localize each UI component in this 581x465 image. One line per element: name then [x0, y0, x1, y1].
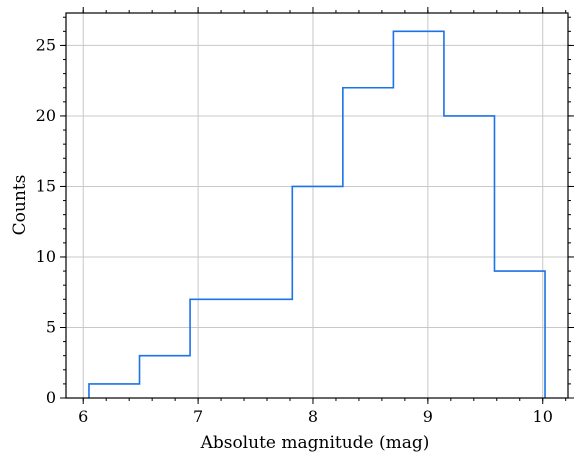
grid-lines — [66, 13, 568, 399]
x-tick-labels: 6 7 8 9 10 — [78, 407, 553, 426]
x-tick-label: 6 — [78, 407, 88, 426]
y-tick-label: 0 — [46, 388, 56, 407]
x-tick-label: 8 — [308, 407, 318, 426]
y-tick-label: 15 — [36, 176, 56, 195]
histogram-series-line — [88, 30, 546, 398]
x-axis-label: Absolute magnitude (mag) — [200, 433, 430, 453]
x-tick-label: 9 — [423, 407, 433, 426]
y-tick-label: 25 — [36, 35, 56, 54]
axis-ticks — [60, 7, 574, 404]
x-tick-label: 10 — [533, 407, 553, 426]
y-tick-label: 20 — [36, 106, 56, 125]
y-tick-labels: 0 5 10 15 20 25 — [36, 35, 56, 407]
x-tick-label: 7 — [193, 407, 203, 426]
plot-frame — [65, 12, 569, 399]
y-axis-label: Counts — [10, 175, 30, 236]
y-tick-label: 5 — [46, 317, 56, 336]
y-tick-label: 10 — [36, 247, 56, 266]
